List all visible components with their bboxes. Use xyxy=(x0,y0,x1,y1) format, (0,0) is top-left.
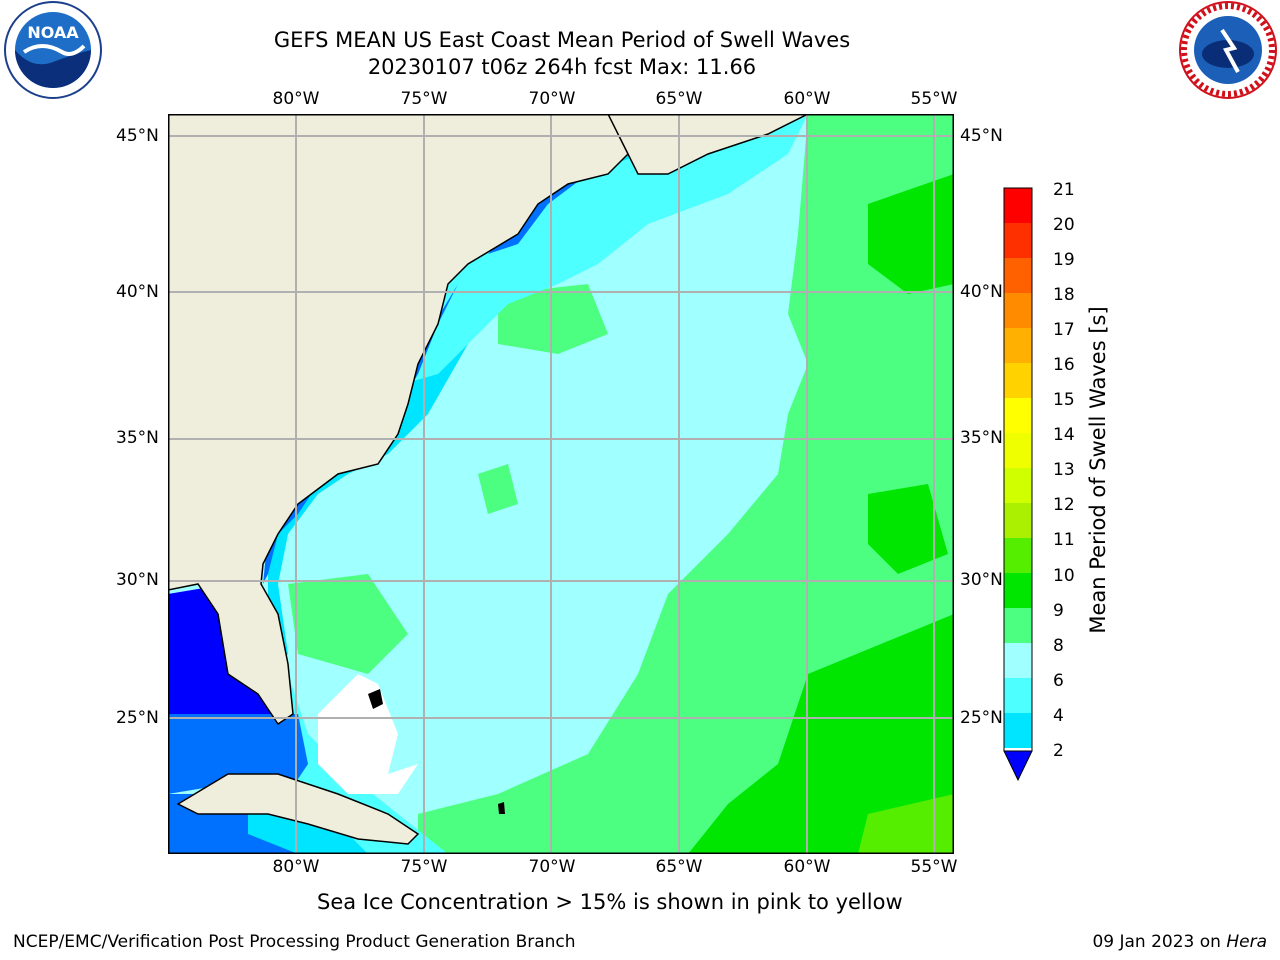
swell-zone-9-10 xyxy=(498,284,608,354)
land-bahamas xyxy=(368,689,383,709)
swell-zone-9-10 xyxy=(478,464,518,514)
lat-label-left: 30°N xyxy=(116,570,159,590)
land-north-america xyxy=(168,114,729,726)
swell-zone-9-10 xyxy=(418,114,954,854)
machine-name: Hera xyxy=(1226,932,1267,952)
chart-subtitle: 20230107 t06z 264h fcst Max: 11.66 xyxy=(367,55,757,79)
colorbar-tick: 15 xyxy=(1053,390,1075,410)
colorbar-tick: 4 xyxy=(1053,706,1064,726)
lon-label-top: 65°W xyxy=(655,89,703,109)
nws-logo xyxy=(1176,0,1280,100)
colorbar-tick: 11 xyxy=(1053,530,1075,550)
lon-label-top: 80°W xyxy=(272,89,320,109)
lon-label-bottom: 65°W xyxy=(655,857,703,877)
lat-label-left: 45°N xyxy=(116,126,159,146)
lon-label-bottom: 80°W xyxy=(272,857,320,877)
swell-period-map xyxy=(168,114,954,854)
lat-label-right: 25°N xyxy=(960,708,1003,728)
lat-label-left: 35°N xyxy=(116,428,159,448)
lon-label-bottom: 70°W xyxy=(528,857,576,877)
colorbar-tick: 2 xyxy=(1053,741,1064,761)
swell-zone-6-8 xyxy=(268,114,808,854)
lat-label-right: 40°N xyxy=(960,282,1003,302)
credit-text: NCEP/EMC/Verification Post Processing Pr… xyxy=(13,932,576,952)
land-nova-scotia xyxy=(607,114,809,175)
land-bahamas xyxy=(498,802,505,814)
colorbar-tick: 19 xyxy=(1053,250,1075,270)
swell-zone-10-11 xyxy=(868,484,948,574)
colorbar-tick: 16 xyxy=(1053,355,1075,375)
colorbar-tick: 12 xyxy=(1053,495,1075,515)
colorbar-tick: 21 xyxy=(1053,180,1075,200)
lon-label-bottom: 75°W xyxy=(400,857,448,877)
colorbar-tick: 9 xyxy=(1053,601,1064,621)
colorbar xyxy=(1000,186,1036,790)
lat-label-right: 30°N xyxy=(960,570,1003,590)
sea-ice-note: Sea Ice Concentration > 15% is shown in … xyxy=(317,890,903,914)
colorbar-tick: 18 xyxy=(1053,285,1075,305)
colorbar-tick: 17 xyxy=(1053,320,1075,340)
land-cuba xyxy=(176,773,420,845)
no-data-area xyxy=(318,674,418,794)
lon-label-top: 55°W xyxy=(910,89,958,109)
colorbar-tick: 13 xyxy=(1053,460,1075,480)
date-text: 09 Jan 2023 on Hera xyxy=(1092,932,1267,952)
colorbar-tick: 8 xyxy=(1053,636,1064,656)
lat-label-left: 25°N xyxy=(116,708,159,728)
colorbar-label: Mean Period of Swell Waves [s] xyxy=(1086,306,1110,634)
lat-label-left: 40°N xyxy=(116,282,159,302)
lon-label-top: 60°W xyxy=(783,89,831,109)
swell-zone-11-12 xyxy=(858,794,954,854)
lon-label-bottom: 60°W xyxy=(783,857,831,877)
colorbar-tick: 10 xyxy=(1053,566,1075,586)
lon-label-bottom: 55°W xyxy=(910,857,958,877)
colorbar-tick: 6 xyxy=(1053,671,1064,691)
lat-label-right: 35°N xyxy=(960,428,1003,448)
swell-zone-10-11 xyxy=(868,174,954,294)
colorbar-tick: 14 xyxy=(1053,425,1075,445)
date-label: 09 Jan 2023 on xyxy=(1092,932,1221,952)
lat-label-right: 45°N xyxy=(960,126,1003,146)
svg-text:NOAA: NOAA xyxy=(27,23,79,42)
swell-zone-10-11 xyxy=(688,614,954,854)
chart-title: GEFS MEAN US East Coast Mean Period of S… xyxy=(273,28,851,52)
lon-label-top: 75°W xyxy=(400,89,448,109)
lon-label-top: 70°W xyxy=(528,89,576,109)
swell-zone-9-10 xyxy=(288,574,408,674)
colorbar-tick: 20 xyxy=(1053,215,1075,235)
noaa-logo: NOAA xyxy=(2,0,104,100)
